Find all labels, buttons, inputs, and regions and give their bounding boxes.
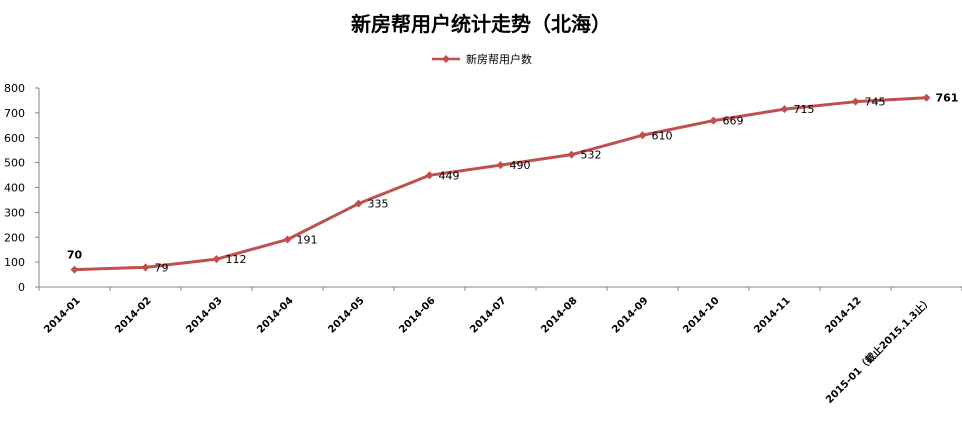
x-tick-label: 2014-11 — [752, 295, 792, 335]
series-line — [74, 96, 927, 272]
data-point — [354, 199, 363, 208]
data-point — [567, 150, 576, 159]
y-tick-label: 200 — [4, 231, 25, 244]
data-point — [638, 131, 647, 140]
data-label: 715 — [794, 103, 815, 116]
data-point — [780, 105, 789, 114]
data-label: 669 — [723, 115, 744, 128]
data-point — [496, 161, 505, 170]
y-tick-label: 100 — [4, 256, 25, 269]
chart-title: 新房帮用户统计走势（北海） — [351, 12, 611, 36]
y-tick-label: 600 — [4, 132, 25, 145]
y-tick-label: 700 — [4, 107, 25, 120]
x-tick-label: 2014-09 — [610, 295, 650, 335]
data-point — [141, 263, 150, 272]
legend: 新房帮用户数 — [432, 50, 532, 68]
data-label: 610 — [652, 129, 673, 142]
data-label: 449 — [439, 169, 460, 182]
data-point — [709, 116, 718, 125]
data-point — [283, 235, 292, 244]
data-point — [70, 265, 79, 274]
data-label: 112 — [226, 253, 247, 266]
x-tick-label: 2014-12 — [823, 295, 863, 335]
x-tick-label: 2014-01 — [42, 295, 82, 335]
data-label: 490 — [510, 159, 531, 172]
legend-series-marker — [432, 53, 460, 65]
x-tick-label: 2014-02 — [113, 295, 153, 335]
x-tick-label: 2014-05 — [326, 295, 366, 335]
data-label: 70 — [67, 249, 83, 262]
data-point — [425, 171, 434, 180]
x-tick-label: 2014-07 — [468, 295, 508, 335]
data-label: 79 — [155, 261, 169, 274]
x-tick-label: 2014-04 — [255, 295, 295, 335]
x-tick-label: 2014-03 — [184, 295, 224, 335]
y-tick-label: 500 — [4, 157, 25, 170]
data-point — [851, 97, 860, 106]
data-label: 745 — [865, 96, 886, 109]
data-label: 761 — [936, 92, 959, 105]
x-tick-label: 2014-10 — [681, 295, 721, 335]
data-label: 532 — [581, 149, 602, 162]
x-tick-label: 2014-06 — [397, 295, 437, 335]
y-tick-label: 0 — [18, 281, 25, 294]
y-tick-label: 400 — [4, 182, 25, 195]
x-tick-label: 2014-08 — [539, 295, 579, 335]
data-label: 191 — [297, 233, 318, 246]
y-tick-label: 300 — [4, 206, 25, 219]
data-point — [922, 93, 931, 102]
data-label: 335 — [368, 198, 389, 211]
legend-series-label: 新房帮用户数 — [466, 53, 532, 66]
y-tick-label: 800 — [4, 82, 25, 95]
data-point — [212, 255, 221, 264]
